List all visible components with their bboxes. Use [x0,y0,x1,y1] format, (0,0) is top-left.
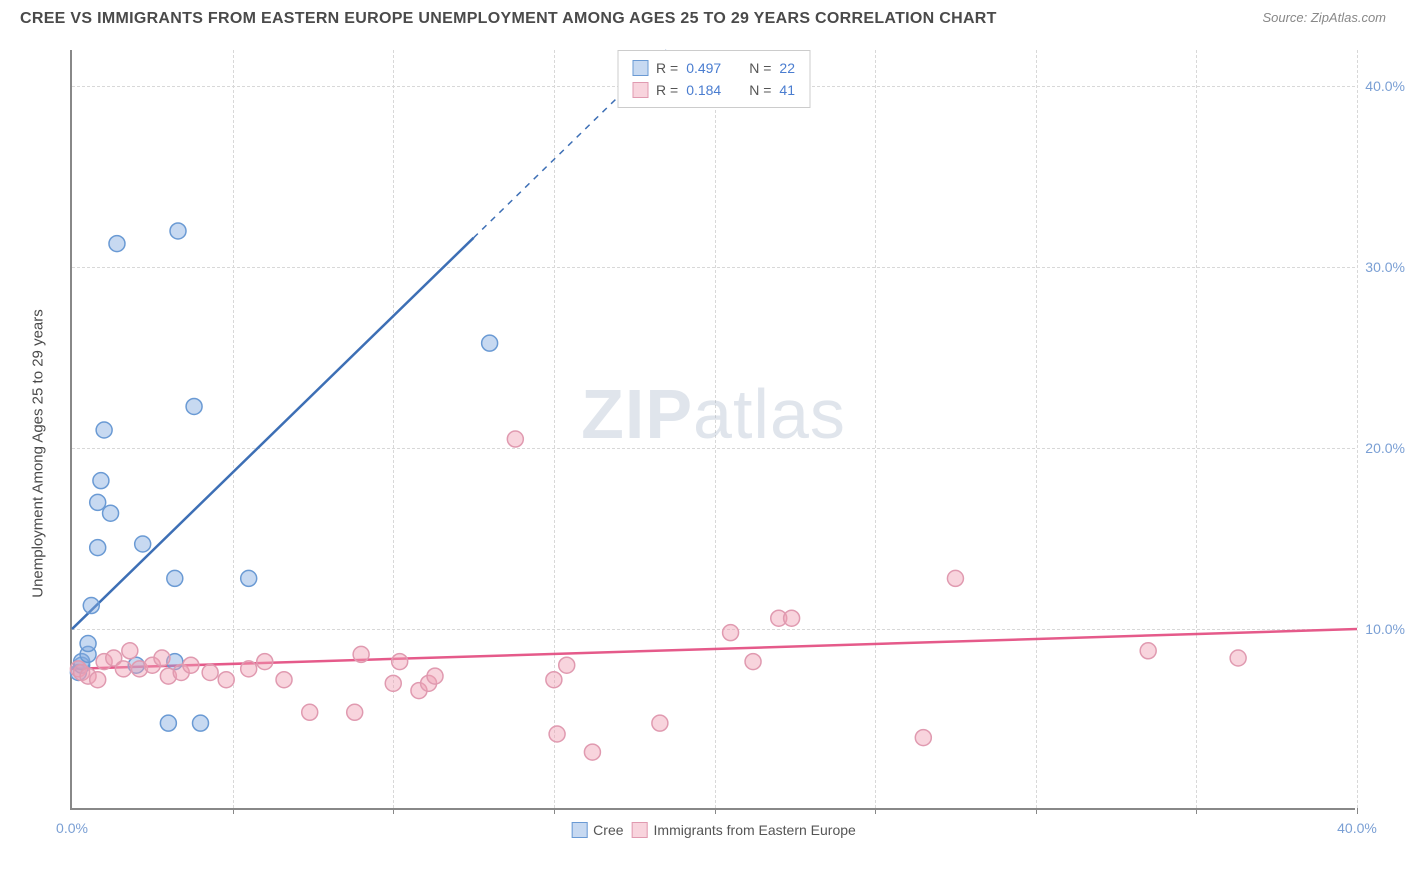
scatter-point [90,672,106,688]
scatter-point [193,715,209,731]
x-tick-mark [554,808,555,814]
scatter-point [353,646,369,662]
y-tick-label: 20.0% [1365,440,1405,456]
scatter-point [109,236,125,252]
scatter-point [784,610,800,626]
scatter-point [241,570,257,586]
scatter-point [154,650,170,666]
x-tick-label: 0.0% [56,820,88,836]
scatter-point [186,398,202,414]
scatter-point [115,661,131,677]
legend-stats-row-1: R = 0.184 N = 41 [632,79,795,101]
plot-svg [72,50,1355,808]
gridline-v [1357,50,1358,808]
y-tick-label: 10.0% [1365,621,1405,637]
stat-label-n: N = [749,79,771,101]
legend-item-immigrants: Immigrants from Eastern Europe [632,822,856,838]
stat-value-n-0: 22 [779,57,795,79]
scatter-point [347,704,363,720]
legend-label-immigrants: Immigrants from Eastern Europe [654,822,856,838]
scatter-point [507,431,523,447]
x-tick-label: 40.0% [1337,820,1377,836]
scatter-point [90,494,106,510]
scatter-point [218,672,234,688]
scatter-point [103,505,119,521]
scatter-point [482,335,498,351]
scatter-point [202,664,218,680]
scatter-point [1230,650,1246,666]
scatter-point [385,675,401,691]
x-tick-mark [393,808,394,814]
source-attribution: Source: ZipAtlas.com [1262,10,1386,25]
scatter-point [584,744,600,760]
scatter-point [915,730,931,746]
y-tick-label: 30.0% [1365,259,1405,275]
stat-label-n: N = [749,57,771,79]
plot-area: ZIPatlas R = 0.497 N = 22 R = 0.184 N = … [70,50,1355,810]
x-tick-mark [1357,808,1358,814]
x-tick-mark [875,808,876,814]
legend-swatch-cree-icon [571,822,587,838]
scatter-point [241,661,257,677]
scatter-point [1140,643,1156,659]
legend-swatch-cree [632,60,648,76]
scatter-point [135,536,151,552]
scatter-point [90,540,106,556]
scatter-point [276,672,292,688]
stat-value-r-1: 0.184 [686,79,721,101]
scatter-point [392,654,408,670]
x-tick-mark [233,808,234,814]
scatter-point [122,643,138,659]
scatter-point [427,668,443,684]
scatter-point [167,570,183,586]
trend-line [72,238,474,629]
x-tick-mark [715,808,716,814]
scatter-point [745,654,761,670]
scatter-point [80,636,96,652]
scatter-point [302,704,318,720]
legend-swatch-immigrants-icon [632,822,648,838]
scatter-point [549,726,565,742]
stat-label-r: R = [656,57,678,79]
legend-swatch-immigrants [632,82,648,98]
scatter-point [160,715,176,731]
x-tick-mark [1036,808,1037,814]
stat-label-r: R = [656,79,678,101]
chart-container: Unemployment Among Ages 25 to 29 years Z… [50,50,1390,840]
scatter-point [183,657,199,673]
stat-value-r-0: 0.497 [686,57,721,79]
legend-stats-box: R = 0.497 N = 22 R = 0.184 N = 41 [617,50,810,108]
scatter-point [947,570,963,586]
legend-stats-row-0: R = 0.497 N = 22 [632,57,795,79]
chart-title: CREE VS IMMIGRANTS FROM EASTERN EUROPE U… [20,10,997,28]
scatter-point [96,422,112,438]
legend-item-cree: Cree [571,822,623,838]
y-tick-label: 40.0% [1365,78,1405,94]
scatter-point [257,654,273,670]
legend-series: Cree Immigrants from Eastern Europe [571,822,856,838]
scatter-point [652,715,668,731]
scatter-point [93,473,109,489]
y-axis-label: Unemployment Among Ages 25 to 29 years [30,309,47,598]
stat-value-n-1: 41 [779,79,795,101]
x-tick-mark [1196,808,1197,814]
scatter-point [170,223,186,239]
scatter-point [559,657,575,673]
legend-label-cree: Cree [593,822,623,838]
scatter-point [83,598,99,614]
scatter-point [546,672,562,688]
scatter-point [723,625,739,641]
